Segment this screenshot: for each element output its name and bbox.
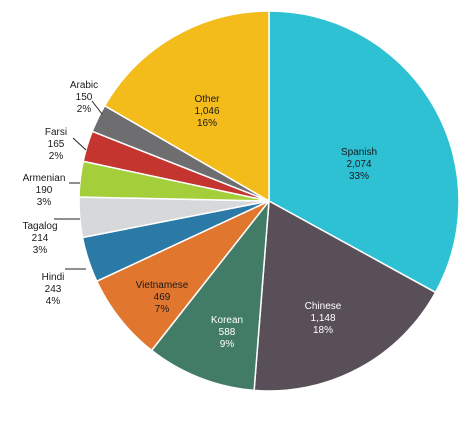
slice-name: Other — [194, 94, 220, 105]
slice-name: Spanish — [341, 147, 377, 158]
slice-label-farsi: Farsi 165 2% — [45, 127, 67, 162]
pie-slice-korean — [150, 198, 270, 392]
slice-percent: 2% — [49, 151, 64, 162]
slice-value: 469 — [154, 292, 171, 303]
slice-name: Korean — [211, 315, 243, 326]
slice-label-vietnamese: Vietnamese 469 7% — [136, 280, 189, 315]
slice-label-other: Other 1,046 16% — [194, 94, 220, 129]
slice-percent: 4% — [46, 296, 61, 307]
slice-name: Hindi — [42, 272, 65, 283]
slice-value: 243 — [45, 284, 62, 295]
slice-percent: 2% — [77, 104, 92, 115]
slice-value: 588 — [219, 327, 236, 338]
slice-value: 190 — [36, 185, 53, 196]
slice-name: Vietnamese — [136, 280, 189, 291]
leader-line-farsi — [72, 137, 87, 151]
slice-label-arabic: Arabic 150 2% — [70, 80, 98, 115]
slice-value: 1,046 — [194, 106, 219, 117]
pie-slice-spanish — [268, 10, 460, 294]
pie-slices — [78, 10, 460, 392]
pie-slice-chinese — [253, 199, 437, 392]
slice-name: Armenian — [23, 173, 66, 184]
slice-value: 1,148 — [310, 313, 335, 324]
slice-percent: 3% — [37, 197, 52, 208]
slice-label-chinese: Chinese 1,148 18% — [305, 301, 342, 336]
leader-lines — [54, 100, 103, 270]
slice-labels: Spanish 2,074 33% Chinese 1,148 18% Korean 588 9… — [22, 80, 377, 350]
slice-percent: 18% — [313, 325, 333, 336]
slice-percent: 33% — [349, 171, 369, 182]
slice-percent: 16% — [197, 118, 217, 129]
slice-label-korean: Korean 588 9% — [211, 315, 243, 350]
slice-value: 2,074 — [346, 159, 371, 170]
slice-label-tagalog: Tagalog 214 3% — [22, 221, 57, 256]
slice-label-hindi: Hindi 243 4% — [42, 272, 65, 307]
slice-percent: 9% — [220, 339, 235, 350]
slice-value: 150 — [76, 92, 93, 103]
slice-name: Arabic — [70, 80, 98, 91]
slice-percent: 7% — [155, 304, 170, 315]
slice-value: 214 — [32, 233, 49, 244]
slice-value: 165 — [48, 139, 65, 150]
slice-label-spanish: Spanish 2,074 33% — [341, 147, 377, 182]
slice-label-armenian: Armenian 190 3% — [23, 173, 66, 208]
slice-name: Chinese — [305, 301, 342, 312]
slice-name: Tagalog — [22, 221, 57, 232]
leader-line-arabic — [91, 100, 103, 115]
pie-slice-other — [103, 10, 270, 203]
slice-percent: 3% — [33, 245, 48, 256]
slice-name: Farsi — [45, 127, 67, 138]
